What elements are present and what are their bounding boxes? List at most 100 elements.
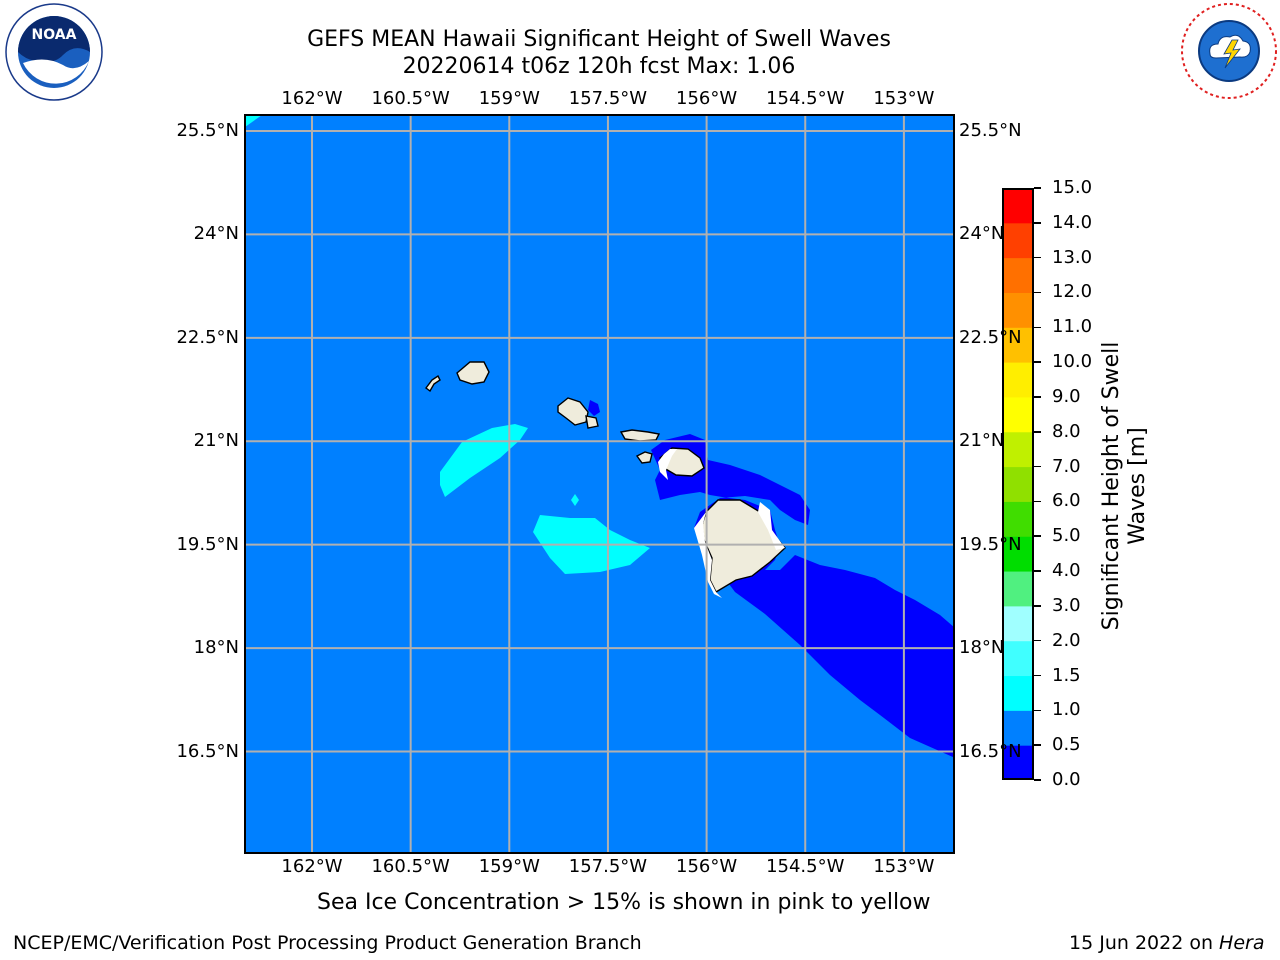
lat-label-left: 24°N: [193, 223, 239, 245]
colorbar-segment: [1002, 362, 1034, 398]
colorbar-tick: [1034, 570, 1041, 572]
colorbar-label: 15.0: [1052, 177, 1093, 198]
lon-label-bottom: 162°W: [281, 856, 343, 877]
colorbar-segment: [1002, 501, 1034, 537]
island-maui: [659, 447, 705, 477]
ocean-background: [245, 115, 954, 853]
footer-date-text: 15 Jun 2022 on: [1069, 932, 1220, 954]
colorbar-tick: [1034, 639, 1041, 642]
islands: [425, 361, 786, 593]
colorbar-tick: [1034, 396, 1041, 398]
lon-label-top: 157.5°W: [568, 88, 648, 109]
colorbar-tick: [1034, 674, 1041, 677]
lon-label-top: 153°W: [873, 88, 935, 109]
lon-label-top: 162°W: [281, 88, 343, 109]
colorbar-segment: [1002, 188, 1034, 224]
colorbar-tick: [1034, 465, 1041, 468]
swell-contour-cyan-south: [533, 515, 650, 574]
nodata-big-island-east: [758, 502, 785, 550]
colorbar-segment: [1002, 571, 1034, 607]
colorbar-segment: [1002, 292, 1034, 328]
colorbar-label: 4.0: [1052, 560, 1081, 582]
colorbar-label: 0.5: [1052, 734, 1081, 756]
island-kauai: [456, 361, 490, 385]
colorbar-label: 5.0: [1052, 525, 1081, 547]
lon-label-top: 160.5°W: [371, 88, 450, 109]
colorbar-tick: [1034, 500, 1041, 503]
colorbar-segment: [1002, 466, 1034, 502]
lon-label-bottom: 160.5°W: [371, 856, 450, 877]
lon-label-bottom: 157.5°W: [568, 856, 648, 877]
lon-label-top: 154.5°W: [766, 88, 845, 109]
colorbar-segment: [1002, 396, 1034, 433]
lat-label-right: 16.5°N: [959, 740, 1022, 762]
nodata-maui: [658, 449, 677, 480]
colorbar-tick: [1034, 291, 1041, 294]
lat-label-left: 21°N: [193, 430, 239, 452]
colorbar-label: 6.0: [1052, 490, 1081, 512]
colorbar-label: 1.0: [1052, 699, 1081, 721]
colorbar-label: 0.0: [1052, 769, 1081, 790]
lat-label-right: 18°N: [959, 637, 1005, 659]
island-big-island: [701, 499, 786, 593]
colorbar-segment: [1002, 745, 1034, 780]
colorbar-label: 10.0: [1052, 351, 1093, 373]
lat-label-right: 22.5°N: [959, 326, 1022, 348]
swell-contour-cyan-corner: [245, 115, 262, 127]
colorbar-segment: [1002, 605, 1034, 642]
colorbar-tick: [1034, 187, 1041, 189]
lon-label-top: 159°W: [478, 88, 540, 109]
colorbar-tick: [1034, 535, 1041, 537]
colorbar-tick: [1034, 256, 1041, 259]
colorbar-segment: [1002, 640, 1034, 677]
lon-label-bottom: 154.5°W: [766, 856, 845, 877]
lat-label-left: 18°N: [193, 637, 239, 659]
island-oahu-coast: [585, 415, 599, 429]
island-molokai: [619, 429, 661, 442]
colorbar-label: 9.0: [1052, 385, 1081, 407]
swell-contour-blue-oahu: [588, 400, 600, 416]
lon-label-bottom: 156°W: [676, 856, 738, 877]
lon-label-bottom: 153°W: [873, 856, 935, 877]
colorbar-segment: [1002, 327, 1034, 363]
map-title-line2: 20220614 t06z 120h fcst Max: 1.06: [402, 54, 796, 79]
colorbar-label: 11.0: [1052, 316, 1093, 338]
swell-contour-cyan-north: [440, 424, 528, 497]
lat-label-left: 19.5°N: [176, 533, 239, 555]
colorbar-tick: [1034, 222, 1041, 224]
lat-label-left: 25.5°N: [176, 120, 239, 141]
colorbar-label: 8.0: [1052, 420, 1081, 442]
sea-ice-note: Sea Ice Concentration > 15% is shown in …: [317, 890, 931, 915]
colorbar-title: Significant Height of Swell Waves [m]: [1099, 341, 1150, 631]
swell-contour-blue-southeast: [651, 434, 954, 758]
colorbar-segment: [1002, 431, 1034, 468]
lat-label-right: 24°N: [959, 223, 1005, 245]
lon-label-bottom: 159°W: [478, 856, 540, 877]
island-lanai: [635, 451, 653, 464]
lon-label-top: 156°W: [676, 88, 738, 109]
nws-logo: [1180, 2, 1278, 100]
colorbar-tick: [1034, 779, 1041, 781]
map-title-line1: GEFS MEAN Hawaii Significant Height of S…: [307, 27, 891, 52]
svg-text:NOAA: NOAA: [32, 27, 77, 43]
colorbar-label: 14.0: [1052, 211, 1093, 233]
footer-host: Hera: [1219, 932, 1265, 954]
noaa-logo: NOAA: [5, 3, 103, 101]
colorbar-segment: [1002, 710, 1034, 746]
island-oahu: [557, 397, 589, 426]
lat-label-left: 22.5°N: [176, 326, 239, 348]
lat-label-left: 16.5°N: [176, 740, 239, 762]
colorbar-tick: [1034, 326, 1041, 329]
colorbar-tick: [1034, 744, 1041, 746]
colorbar-tick: [1034, 361, 1041, 363]
island-niihau: [425, 374, 441, 393]
colorbar-label: 12.0: [1052, 281, 1093, 303]
footer-date: 15 Jun 2022 on Hera: [1069, 932, 1264, 954]
lat-label-right: 25.5°N: [959, 120, 1022, 141]
swell-contour-cyan-dot: [571, 494, 579, 506]
lat-label-right: 19.5°N: [959, 533, 1022, 555]
colorbar-tick: [1034, 709, 1041, 712]
colorbar-segment: [1002, 536, 1034, 572]
colorbar-segment: [1002, 257, 1034, 293]
